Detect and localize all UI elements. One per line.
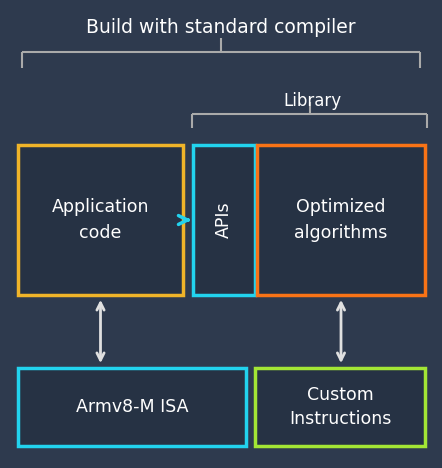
- Text: Library: Library: [283, 92, 341, 110]
- Bar: [193, 145, 255, 295]
- Text: Application
code: Application code: [52, 198, 149, 241]
- Text: Custom
Instructions: Custom Instructions: [289, 386, 391, 429]
- Bar: [257, 145, 425, 295]
- Text: Build with standard compiler: Build with standard compiler: [86, 18, 356, 37]
- Text: APIs: APIs: [215, 202, 233, 238]
- Bar: [255, 368, 425, 446]
- Text: Armv8-M ISA: Armv8-M ISA: [76, 398, 188, 416]
- Bar: [18, 145, 183, 295]
- Bar: [18, 368, 246, 446]
- Text: Optimized
algorithms: Optimized algorithms: [294, 198, 388, 241]
